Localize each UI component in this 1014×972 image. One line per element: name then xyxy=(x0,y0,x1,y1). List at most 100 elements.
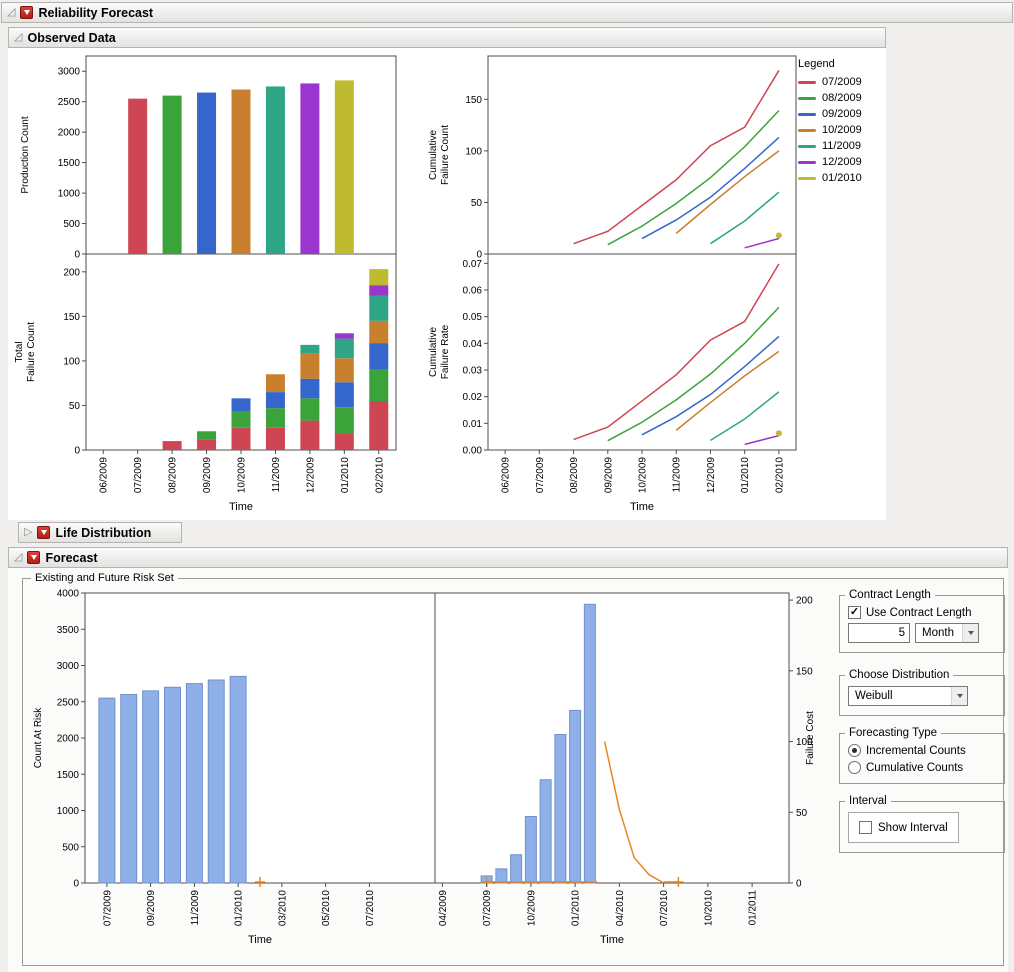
svg-text:0.06: 0.06 xyxy=(463,286,483,297)
svg-text:3000: 3000 xyxy=(57,661,80,672)
cumulative-counts-radio[interactable] xyxy=(848,761,861,774)
disclosure-open-icon[interactable]: ◿ xyxy=(7,6,16,18)
disclosure-open-icon[interactable]: ◿ xyxy=(14,31,23,43)
failure-stack-11/2009 xyxy=(265,408,285,428)
legend-swatch-icon xyxy=(798,144,816,148)
failure-stack-11/2009 xyxy=(265,427,285,450)
svg-text:09/2009: 09/2009 xyxy=(146,890,157,927)
svg-text:50: 50 xyxy=(796,808,808,819)
svg-text:0.03: 0.03 xyxy=(463,366,483,377)
svg-text:01/2010: 01/2010 xyxy=(340,457,351,494)
risk-bar-07/2009 xyxy=(98,697,116,884)
svg-text:100: 100 xyxy=(465,146,482,157)
svg-text:07/2009: 07/2009 xyxy=(102,890,113,927)
svg-text:11/2009: 11/2009 xyxy=(672,457,683,493)
chevron-down-icon xyxy=(956,694,963,698)
svg-text:Count At Risk: Count At Risk xyxy=(33,707,44,769)
svg-text:12/2009: 12/2009 xyxy=(305,457,316,494)
contract-length-unit-dropdown[interactable]: Month xyxy=(915,623,979,643)
svg-text:1000: 1000 xyxy=(58,189,81,200)
svg-text:07/2009: 07/2009 xyxy=(535,457,546,494)
series-08/2009 xyxy=(607,306,780,442)
failure-stack-02/2010 xyxy=(369,295,389,321)
failure-stack-10/2009 xyxy=(231,398,251,412)
svg-text:04/2010: 04/2010 xyxy=(615,890,626,927)
red-triangle-menu-icon[interactable] xyxy=(27,551,41,564)
failure-stack-02/2010 xyxy=(369,401,389,450)
contract-length-value-input[interactable] xyxy=(848,623,910,643)
svg-text:0.04: 0.04 xyxy=(463,339,483,350)
svg-text:3000: 3000 xyxy=(58,67,81,78)
svg-text:100: 100 xyxy=(63,356,80,367)
show-interval-button[interactable]: ✓ Show Interval xyxy=(848,812,959,843)
incremental-counts-label: Incremental Counts xyxy=(866,744,966,757)
failure-stack-01/2010 xyxy=(334,358,354,383)
failure-stack-12/2009 xyxy=(300,420,320,450)
svg-text:Time: Time xyxy=(630,501,654,513)
svg-text:05/2010: 05/2010 xyxy=(321,890,332,927)
svg-text:0: 0 xyxy=(74,446,80,457)
legend-entry: 08/2009 xyxy=(798,92,884,104)
legend-label: 09/2009 xyxy=(822,108,862,120)
failure-stack-12/2009 xyxy=(300,344,320,354)
svg-text:Cumulative: Cumulative xyxy=(428,130,439,180)
failure-stack-01/2010 xyxy=(334,338,354,359)
forecasting-type-group: Forecasting Type Incremental Counts Cumu… xyxy=(839,727,1005,784)
failure-stack-02/2010 xyxy=(369,285,389,296)
forecast-panel: Existing and Future Risk Set 0 500 1000 150… xyxy=(8,568,1008,972)
svg-text:11/2009: 11/2009 xyxy=(271,457,282,493)
production-bar-12/2009 xyxy=(300,83,320,254)
section-title-observed-data: Observed Data xyxy=(27,30,116,45)
use-contract-length-label: Use Contract Length xyxy=(866,606,972,619)
reliability-forecast-header: ◿ Reliability Forecast xyxy=(1,2,1013,23)
series-11/2009 xyxy=(710,391,780,442)
failure-stack-02/2010 xyxy=(369,343,389,370)
legend-swatch-icon xyxy=(798,96,816,100)
svg-text:Cumulative: Cumulative xyxy=(428,327,439,377)
dropdown-arrow-zone xyxy=(962,624,978,642)
svg-text:Time: Time xyxy=(248,934,272,946)
svg-text:10/2010: 10/2010 xyxy=(703,890,714,927)
red-triangle-menu-icon[interactable] xyxy=(20,6,34,19)
legend-label: 10/2009 xyxy=(822,124,862,136)
observed-data-panel: 0 500 1000 1500 2000 2500 3000 0 50 100 150 200 06/2… xyxy=(8,48,886,520)
risk-bar-12/2009 xyxy=(207,679,225,884)
red-triangle-menu-icon[interactable] xyxy=(37,526,51,539)
series-09/2009 xyxy=(641,136,780,240)
legend-entry: 07/2009 xyxy=(798,76,884,88)
show-interval-checkbox[interactable]: ✓ xyxy=(859,821,872,834)
svg-text:Time: Time xyxy=(600,934,624,946)
forecast-header: ◿ Forecast xyxy=(8,547,1008,568)
svg-text:0: 0 xyxy=(73,879,79,890)
observed-data-right-chart: 0 50 100 150 0.00 0.01 0.02 0.03 0.04 0.05 0.06 0.0… xyxy=(428,55,797,513)
failure-stack-12/2009 xyxy=(300,353,320,379)
series-07/2009 xyxy=(573,263,780,441)
svg-text:10/2009: 10/2009 xyxy=(526,890,537,927)
risk-set-group: Existing and Future Risk Set 0 500 1000 150… xyxy=(22,572,1005,966)
legend-entry: 11/2009 xyxy=(798,140,884,152)
svg-text:Failure Cost: Failure Cost xyxy=(805,711,816,765)
interval-group: Interval ✓ Show Interval xyxy=(839,795,1005,853)
svg-text:10/2009: 10/2009 xyxy=(237,457,248,494)
series-12/2009 xyxy=(744,434,780,446)
svg-text:09/2009: 09/2009 xyxy=(603,457,614,494)
disclosure-closed-icon[interactable]: ▷ xyxy=(24,526,33,538)
disclosure-open-icon[interactable]: ◿ xyxy=(14,551,23,563)
svg-text:07/2009: 07/2009 xyxy=(133,457,144,494)
incremental-counts-radio[interactable] xyxy=(848,744,861,757)
use-contract-length-checkbox[interactable]: ✓ xyxy=(848,606,861,619)
svg-text:Production Count: Production Count xyxy=(20,116,31,193)
legend-swatch-icon xyxy=(798,128,816,132)
chevron-down-icon xyxy=(967,631,974,635)
svg-text:11/2009: 11/2009 xyxy=(190,890,201,926)
failure-stack-11/2009 xyxy=(265,392,285,409)
contract-length-group: Contract Length ✓ Use Contract Length Mo… xyxy=(839,589,1005,653)
svg-text:2500: 2500 xyxy=(57,697,80,708)
failure-stack-09/2009 xyxy=(197,431,217,440)
production-bar-09/2009 xyxy=(197,92,217,254)
cost-bar xyxy=(583,603,596,884)
point-01/2010 xyxy=(775,232,782,239)
failure-cost-chart: 0 50 100 150 200 04/2009 07/2009 10/2009 01/2010… xyxy=(434,592,816,946)
distribution-dropdown[interactable]: Weibull xyxy=(848,686,968,706)
svg-text:06/2009: 06/2009 xyxy=(99,457,110,494)
